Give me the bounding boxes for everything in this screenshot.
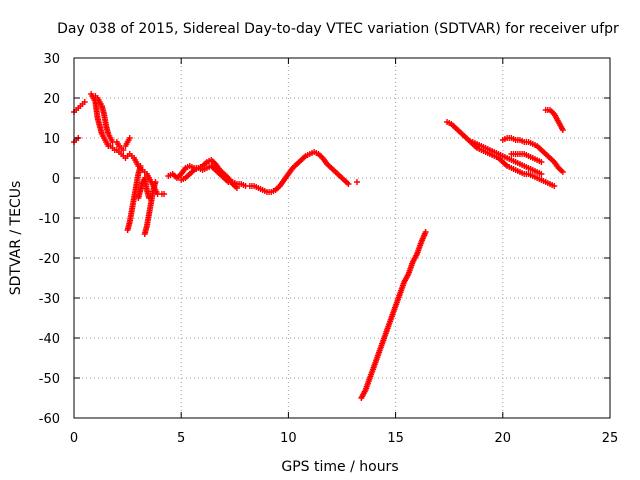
data-point <box>81 99 88 105</box>
data-point <box>146 195 153 201</box>
data-point <box>126 135 133 141</box>
chart-title: Day 038 of 2015, Sidereal Day-to-day VTE… <box>57 21 619 37</box>
y-tick-label: -60 <box>39 412 60 427</box>
y-tick-label: -40 <box>39 332 60 347</box>
x-tick-label: 25 <box>602 431 619 446</box>
x-tick-label: 15 <box>387 431 404 446</box>
data-point <box>161 191 168 197</box>
data-point <box>538 171 545 177</box>
data-point <box>559 127 566 133</box>
y-axis-label: SDTVAR / TECUs <box>8 181 24 296</box>
data-point <box>422 229 429 235</box>
data-point <box>559 169 566 175</box>
data-points <box>71 91 566 401</box>
x-tick-label: 20 <box>495 431 512 446</box>
x-tick-label: 5 <box>177 431 185 446</box>
y-tick-label: 0 <box>52 172 60 187</box>
data-point <box>551 183 558 189</box>
data-point <box>233 185 240 191</box>
y-tick-label: -30 <box>39 292 60 307</box>
y-tick-label: 10 <box>43 132 60 147</box>
axis-ticks: 0 5 10 15 20 25 -60 -50 -40 -30 -20 -10 0 10 20 30 <box>39 52 619 446</box>
y-tick-label: -10 <box>39 212 60 227</box>
x-axis-label: GPS time / hours <box>281 459 398 475</box>
data-point <box>345 181 352 187</box>
y-tick-label: 30 <box>43 52 60 67</box>
x-tick-label: 0 <box>70 431 78 446</box>
data-point <box>538 159 545 165</box>
x-tick-label: 10 <box>280 431 297 446</box>
data-point <box>354 179 361 185</box>
grid <box>74 58 610 418</box>
data-point <box>137 163 144 169</box>
data-point <box>152 179 159 185</box>
y-tick-label: -20 <box>39 252 60 267</box>
y-tick-label: 20 <box>43 92 60 107</box>
plot-frame <box>73 57 611 419</box>
data-point <box>120 147 127 153</box>
y-tick-label: -50 <box>39 372 60 387</box>
